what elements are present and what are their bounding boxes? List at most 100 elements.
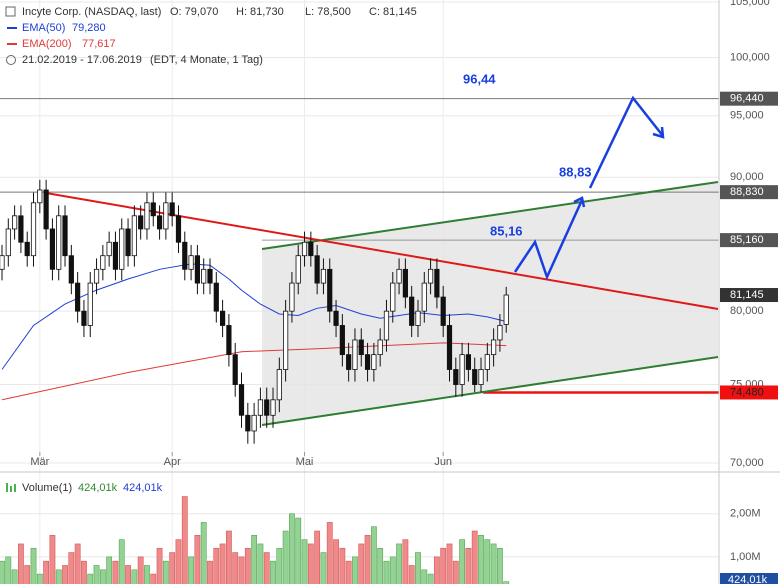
- volume-bar: [263, 552, 270, 584]
- level-label: 96,440: [730, 93, 764, 105]
- candle-body: [201, 268, 207, 284]
- candle-body: [175, 215, 182, 243]
- y-tick-label: 90,000: [730, 171, 764, 183]
- ohlc-label: L: 78,500: [305, 6, 351, 18]
- candle-body: [276, 369, 282, 401]
- candle-body: [295, 255, 301, 284]
- volume-title: Volume(1): [22, 482, 72, 494]
- volume-bar: [478, 535, 484, 584]
- header: Incyte Corp. (NASDAQ, last) O: 79,070 H:…: [5, 6, 417, 494]
- x-tick-label: Mär: [30, 456, 49, 468]
- volume-bar: [389, 556, 396, 584]
- volume-bar: [377, 547, 384, 584]
- volume-bar: [18, 543, 24, 584]
- candle-body: [491, 339, 497, 356]
- candle-body: [333, 310, 339, 326]
- candle-body: [150, 202, 156, 217]
- ohlc-label: O: 79,070: [170, 6, 218, 18]
- volume-bar: [244, 547, 251, 584]
- candle-body: [188, 255, 194, 270]
- candle-body: [49, 228, 56, 270]
- level-callout: 96,44: [463, 71, 496, 86]
- candle-body: [194, 255, 200, 284]
- volume-bar: [36, 573, 43, 584]
- candle-body: [346, 354, 352, 370]
- volume-bar: [440, 547, 447, 584]
- candle-body: [68, 255, 74, 284]
- volume-value: 424,01k: [123, 482, 163, 494]
- ohlc-label: C: 81,145: [369, 6, 417, 18]
- volume-bar: [169, 552, 176, 584]
- volume-bar: [55, 569, 62, 584]
- candle-body: [37, 189, 43, 204]
- candle-body: [396, 268, 402, 284]
- candle-body: [390, 282, 396, 312]
- volume-bar: [358, 543, 365, 584]
- legend-value: 79,280: [72, 22, 106, 34]
- volume-bar: [150, 573, 157, 584]
- volume-bar: [238, 556, 245, 584]
- candle-body: [484, 354, 490, 370]
- volume-bar: [326, 522, 333, 584]
- candle-body: [125, 228, 131, 257]
- level-label: 74,480: [730, 386, 764, 398]
- period-note: (EDT, 4 Monate, 1 Tag): [150, 54, 263, 66]
- candle-body: [100, 255, 106, 270]
- candle-body: [465, 354, 472, 370]
- candle-body: [327, 268, 333, 312]
- y-tick-label: 95,000: [730, 110, 764, 122]
- volume-bar: [307, 543, 314, 584]
- candle-body: [427, 268, 434, 284]
- volume-bar: [87, 573, 94, 584]
- channel-upper: [261, 181, 719, 250]
- arrowhead: [573, 196, 586, 208]
- candle-body: [219, 310, 226, 326]
- candle-body: [87, 282, 93, 326]
- volume-bar: [408, 565, 415, 584]
- candle-body: [497, 325, 503, 341]
- volume-bar: [503, 581, 510, 584]
- icon: [14, 484, 16, 492]
- candle-body: [30, 202, 37, 257]
- volume-bar: [49, 535, 56, 584]
- resistance-line: [45, 192, 719, 310]
- level-label: 85,160: [730, 234, 764, 246]
- volume-bar: [162, 560, 169, 584]
- candle-body: [0, 255, 5, 270]
- y-tick-label: 80,000: [730, 305, 764, 317]
- candle-body: [131, 215, 137, 257]
- volume-bar: [99, 569, 106, 584]
- ema-line: [1, 263, 507, 370]
- volume-bar: [144, 565, 150, 584]
- candle-body: [377, 339, 383, 356]
- volume-bar: [156, 547, 163, 584]
- arrowhead: [652, 126, 665, 139]
- volume-bar: [446, 543, 453, 584]
- level-box: [720, 91, 778, 106]
- icon: [6, 55, 16, 65]
- volume-bar: [270, 560, 276, 584]
- candle-body: [434, 268, 440, 298]
- volume-bar: [314, 530, 321, 584]
- candle-body: [503, 294, 509, 325]
- candle-body: [257, 399, 264, 416]
- volume-bar: [282, 530, 289, 584]
- candle-body: [358, 339, 364, 356]
- candle-body: [402, 268, 408, 298]
- volume-bar: [459, 539, 466, 584]
- candle-body: [371, 354, 377, 370]
- volume-bar: [125, 565, 131, 584]
- candle-body: [383, 310, 390, 341]
- volume-bar: [62, 565, 68, 584]
- volume-bar: [421, 569, 428, 584]
- candle-body: [182, 241, 188, 270]
- volume-bar: [106, 556, 113, 584]
- candle-body: [364, 354, 371, 370]
- candle-body: [119, 228, 125, 270]
- candle-body: [75, 282, 81, 312]
- candle-body: [478, 369, 484, 385]
- candle-body: [440, 296, 446, 326]
- y-tick-label: 105,000: [730, 0, 770, 8]
- candle-body: [409, 296, 415, 326]
